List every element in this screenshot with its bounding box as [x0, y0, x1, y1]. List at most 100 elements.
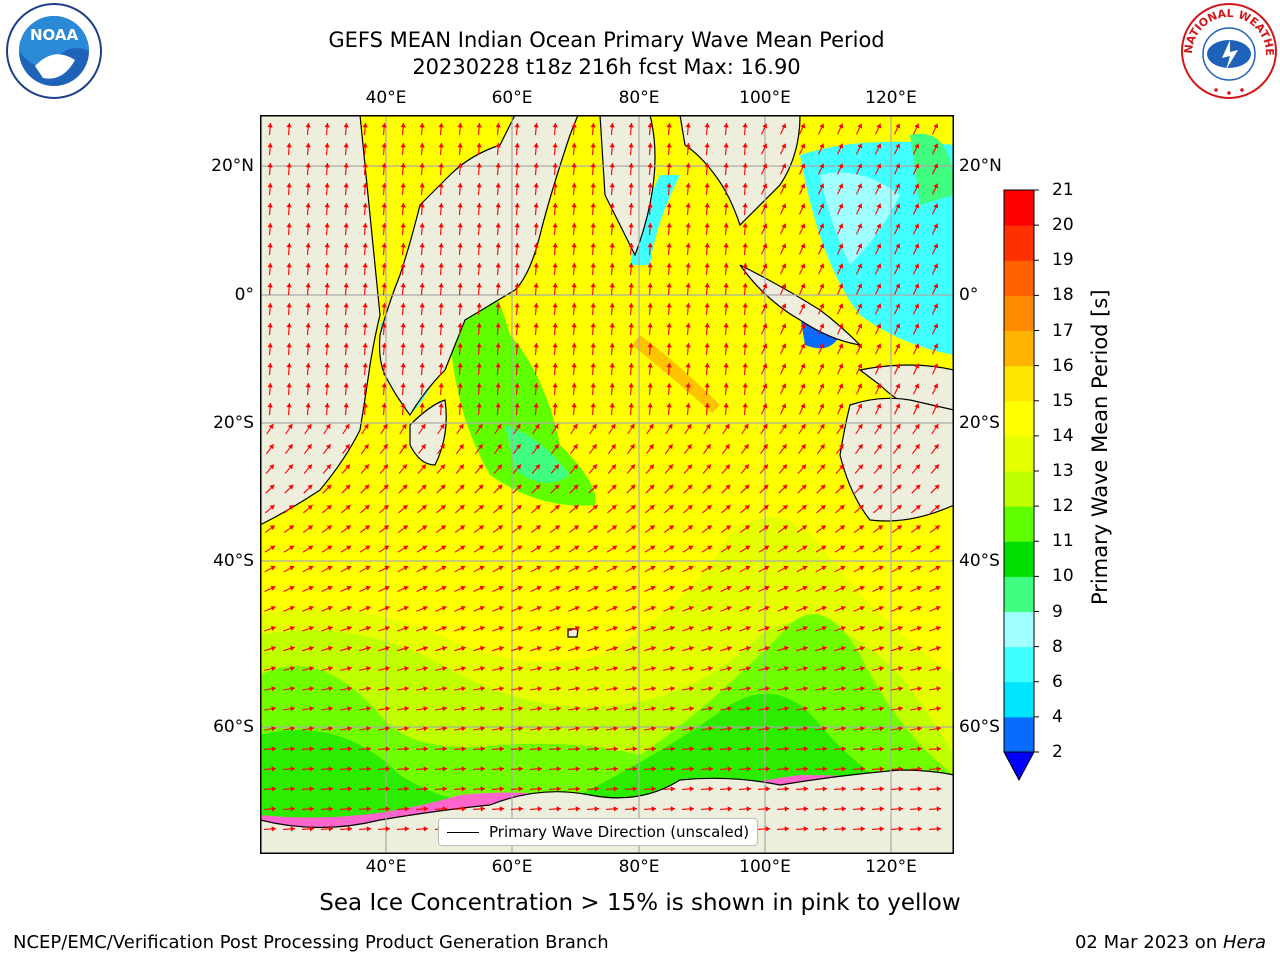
wave-arrow-head — [708, 806, 713, 812]
wave-arrow-head — [384, 585, 390, 591]
wave-arrow-head — [593, 565, 599, 571]
wave-arrow-head — [801, 505, 807, 510]
wave-arrow-head — [555, 645, 561, 652]
wave-arrow-head — [726, 585, 732, 591]
wave-arrow-head — [575, 706, 580, 712]
wave-arrow-head — [309, 706, 314, 712]
wave-arrow-head — [917, 666, 922, 672]
wave-arrow-head — [495, 263, 501, 268]
wave-arrow-head — [784, 766, 789, 772]
wave-arrow-head — [723, 403, 729, 408]
wave-arrow-head — [879, 766, 884, 772]
wave-arrow-head — [914, 383, 920, 389]
wave-arrow-head — [936, 726, 941, 732]
wave-arrow-head — [803, 766, 808, 772]
wave-arrow-head — [537, 706, 542, 712]
wave-arrow-head — [704, 243, 710, 248]
colorbar-segment — [1004, 611, 1034, 648]
wave-arrow-head — [669, 545, 675, 551]
wave-arrow-head — [364, 505, 370, 510]
wave-arrow-head — [666, 143, 672, 148]
wave-arrow-head — [343, 183, 349, 188]
wave-arrow-head — [857, 223, 863, 229]
colorbar-tick-label: 11 — [1052, 531, 1074, 552]
wave-arrow-head — [420, 424, 426, 429]
wave-arrow-head — [857, 243, 863, 249]
wave-arrow-head — [496, 444, 502, 450]
wave-arrow-head — [745, 645, 751, 652]
wave-arrow-head — [822, 826, 827, 832]
wave-arrow-head — [841, 726, 846, 732]
wave-arrow-head — [552, 383, 558, 388]
wave-arrow-head — [781, 123, 787, 129]
wave-arrow-head — [859, 545, 865, 551]
wave-arrow-head — [480, 806, 485, 812]
wave-arrow-head — [306, 444, 312, 450]
wave-arrow-head — [593, 545, 599, 551]
wave-arrow-head — [914, 263, 920, 269]
wave-arrow-head — [723, 223, 729, 228]
wave-arrow-head — [556, 766, 561, 772]
wave-arrow-head — [819, 263, 825, 269]
wave-arrow-head — [270, 625, 276, 631]
wave-arrow-head — [897, 605, 903, 611]
lat-tick-right-60S: 60°S — [959, 717, 1000, 737]
wave-arrow-head — [762, 123, 768, 129]
lon-tick-bottom-60E: 60°E — [491, 857, 533, 877]
wave-arrow-head — [441, 645, 447, 652]
wave-arrow-head — [879, 666, 884, 672]
wave-arrow-head — [859, 605, 865, 611]
wave-arrow-head — [895, 303, 901, 309]
wave-arrow-head — [590, 343, 596, 348]
wave-arrow-head — [552, 143, 558, 148]
wave-arrow-head — [327, 605, 333, 611]
wave-arrow-head — [480, 766, 485, 772]
wave-arrow-head — [516, 464, 521, 470]
wave-arrow-head — [727, 686, 732, 692]
wave-arrow-head — [571, 283, 577, 288]
wave-arrow-head — [670, 666, 675, 672]
wave-arrow-head — [308, 605, 314, 611]
wave-arrow-head — [438, 223, 444, 228]
wave-arrow-head — [745, 565, 751, 571]
wave-arrow-head — [723, 183, 729, 188]
wave-arrow-head — [495, 323, 501, 328]
wave-arrow-head — [514, 303, 520, 308]
wave-arrow-head — [366, 806, 371, 812]
wave-arrow-head — [762, 243, 768, 249]
wave-arrow-head — [895, 283, 901, 289]
wave-arrow-head — [685, 363, 691, 368]
wave-arrow-head — [651, 726, 656, 732]
wave-arrow-head — [476, 303, 482, 308]
wave-arrow-head — [287, 424, 293, 429]
wave-arrow-head — [840, 625, 846, 631]
wave-arrow-head — [362, 123, 368, 128]
wave-arrow-head — [857, 444, 863, 450]
wave-arrow-head — [385, 746, 390, 752]
wave-arrow-head — [746, 706, 751, 712]
wave-arrow-head — [838, 444, 844, 450]
wave-arrow-head — [669, 565, 675, 571]
wave-arrow-head — [725, 525, 731, 531]
wave-arrow-head — [571, 203, 577, 208]
wave-arrow-head — [423, 726, 428, 732]
wave-arrow-head — [611, 525, 617, 531]
wave-arrow-head — [647, 183, 653, 188]
wave-arrow-head — [480, 786, 485, 792]
wave-arrow-head — [402, 464, 407, 470]
colorbar-segment — [1004, 295, 1034, 332]
wave-arrow-head — [518, 686, 523, 692]
wave-arrow-head — [438, 183, 444, 188]
wave-arrow-head — [271, 766, 276, 772]
wave-arrow-head — [916, 625, 922, 631]
wave-arrow-head — [271, 786, 276, 792]
wave-arrow-head — [381, 343, 387, 348]
wave-arrow-head — [800, 243, 806, 249]
wave-arrow-head — [650, 585, 656, 591]
wave-arrow-head — [591, 424, 597, 429]
map-panel — [260, 115, 954, 854]
wave-arrow-head — [573, 464, 578, 470]
wave-arrow-head — [669, 645, 675, 652]
wave-arrow-head — [667, 424, 673, 429]
wave-arrow-head — [479, 605, 485, 611]
